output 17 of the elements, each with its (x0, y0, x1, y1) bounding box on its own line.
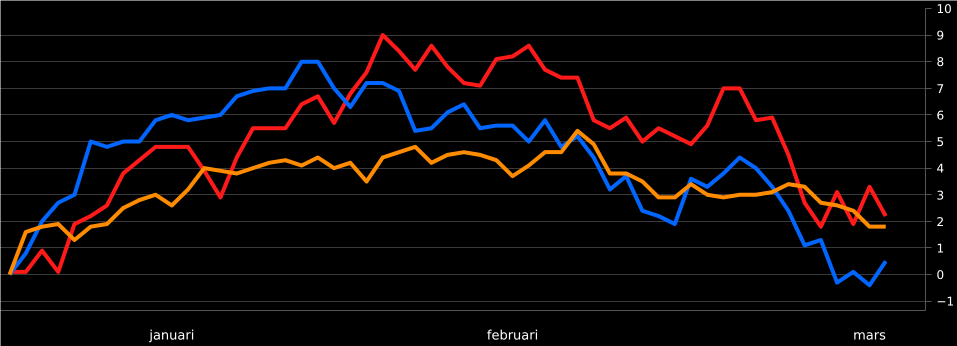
x-tick-label: februari (486, 328, 538, 344)
line-series (8, 128, 888, 277)
y-tick-label: 8 (936, 55, 944, 70)
x-tick-label: januari (148, 328, 194, 344)
y-tick-label: 5 (936, 135, 944, 150)
y-tick-label: 3 (936, 188, 944, 202)
y-tick-label: 7 (936, 82, 944, 96)
line-series (8, 60, 888, 288)
x-tick-label: mars (853, 328, 886, 344)
y-tick-label: 6 (936, 108, 944, 122)
y-tick-label: 4 (936, 162, 944, 176)
y-tick-label: 0 (936, 268, 944, 282)
y-tick-label: 1 (936, 241, 944, 256)
y-tick-label: 10 (936, 2, 952, 16)
y-tick-label: −1 (936, 294, 954, 309)
y-tick-label: 9 (936, 28, 944, 43)
y-tick-label: 2 (936, 214, 944, 229)
